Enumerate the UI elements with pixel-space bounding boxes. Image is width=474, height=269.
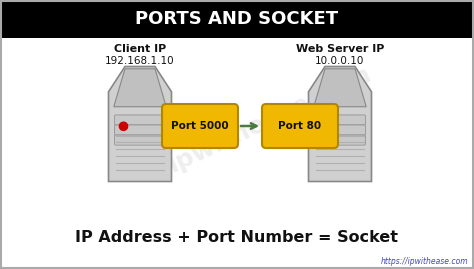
Polygon shape [114,69,166,107]
Text: Port 80: Port 80 [278,121,321,131]
Text: Client IP: Client IP [114,44,166,54]
Polygon shape [309,66,372,182]
FancyBboxPatch shape [115,125,165,135]
FancyBboxPatch shape [262,104,338,148]
Text: IP Address + Port Number = Socket: IP Address + Port Number = Socket [75,229,399,245]
Text: ipwithease.com: ipwithease.com [164,61,375,177]
FancyBboxPatch shape [115,135,165,145]
Text: 10.0.0.10: 10.0.0.10 [315,56,365,66]
Text: 192.168.1.10: 192.168.1.10 [105,56,175,66]
Text: Web Server IP: Web Server IP [296,44,384,54]
FancyBboxPatch shape [315,125,365,135]
FancyBboxPatch shape [315,135,365,145]
FancyBboxPatch shape [162,104,238,148]
Polygon shape [109,66,172,182]
FancyBboxPatch shape [315,115,365,125]
Circle shape [119,122,128,130]
Text: https://ipwithease.com: https://ipwithease.com [380,257,468,266]
Text: Port 5000: Port 5000 [171,121,229,131]
FancyBboxPatch shape [115,115,165,125]
Circle shape [319,122,328,130]
Text: PORTS AND SOCKET: PORTS AND SOCKET [136,10,338,28]
FancyBboxPatch shape [1,1,473,38]
Polygon shape [314,69,366,107]
